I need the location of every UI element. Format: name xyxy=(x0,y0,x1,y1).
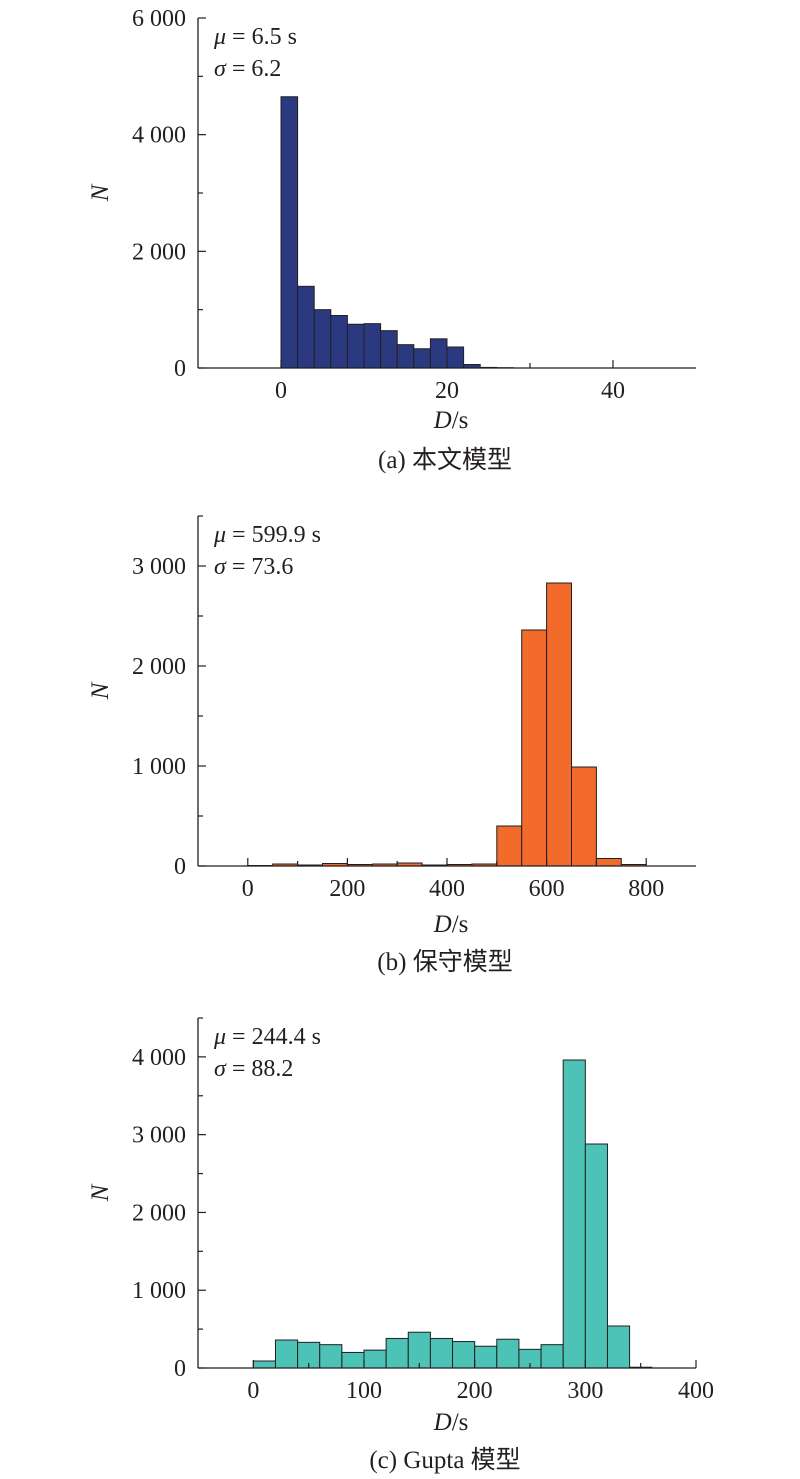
mu-value: = 6.5 s xyxy=(226,24,297,50)
y-tick-label: 1 000 xyxy=(132,1278,186,1304)
bar xyxy=(429,1337,454,1369)
x-axis-title: D/s xyxy=(433,1409,469,1436)
bar xyxy=(413,348,431,369)
bar xyxy=(446,346,465,369)
x-tick-label: 800 xyxy=(628,876,664,902)
sigma-value: = 73.6 xyxy=(226,554,294,580)
x-tick-label: 200 xyxy=(457,1378,493,1404)
x-axis-symbol: D xyxy=(433,407,452,434)
y-tick-label: 3 000 xyxy=(132,1123,186,1149)
y-tick-label: 6 000 xyxy=(132,6,186,32)
bar xyxy=(385,1337,409,1369)
y-tick-label: 2 000 xyxy=(132,1200,186,1226)
bar xyxy=(452,1341,476,1369)
bar xyxy=(363,1349,387,1369)
x-axis-unit: /s xyxy=(452,1409,469,1436)
bar xyxy=(380,330,398,369)
bar xyxy=(346,323,365,369)
bars-b xyxy=(247,582,647,867)
bar xyxy=(396,344,415,369)
mu-annotation: μ = 599.9 s xyxy=(213,522,321,548)
bar xyxy=(280,96,299,369)
bar xyxy=(496,825,523,867)
sigma-value: = 88.2 xyxy=(226,1056,294,1082)
bar xyxy=(571,766,597,867)
mu-symbol: μ xyxy=(213,24,226,50)
x-tick-label: 400 xyxy=(678,1378,714,1404)
bar xyxy=(474,1345,498,1369)
x-axis-symbol: D xyxy=(433,911,452,938)
y-tick-label: 3 000 xyxy=(132,554,186,580)
x-tick-label: 0 xyxy=(275,378,287,404)
y-tick-label: 2 000 xyxy=(132,239,186,265)
y-tick-label: 0 xyxy=(174,1356,186,1382)
bar xyxy=(584,1143,608,1369)
x-tick-label: 0 xyxy=(242,876,254,902)
mu-symbol: μ xyxy=(213,522,226,548)
y-tick-label: 4 000 xyxy=(132,123,186,149)
mu-value: = 244.4 s xyxy=(226,1024,321,1050)
sigma-symbol: σ xyxy=(214,1056,227,1082)
bar xyxy=(562,1059,586,1369)
x-axis-unit: /s xyxy=(452,911,469,938)
bar xyxy=(595,858,622,867)
sigma-symbol: σ xyxy=(214,554,227,580)
x-axis-symbol: D xyxy=(433,1409,452,1436)
sigma-annotation: σ = 88.2 xyxy=(214,1056,293,1082)
x-tick-label: 600 xyxy=(529,876,565,902)
x-axis-title: D/s xyxy=(433,911,469,938)
panel-caption: (b) 保守模型 xyxy=(377,948,512,976)
x-tick-label: 300 xyxy=(567,1378,603,1404)
x-tick-label: 20 xyxy=(435,378,459,404)
bar xyxy=(330,315,348,369)
y-tick-label: 0 xyxy=(174,356,186,382)
y-tick-label: 0 xyxy=(174,854,186,880)
x-tick-label: 400 xyxy=(429,876,465,902)
x-tick-label: 100 xyxy=(346,1378,382,1404)
sigma-annotation: σ = 73.6 xyxy=(214,554,293,580)
bar xyxy=(252,1360,276,1369)
sigma-symbol: σ xyxy=(214,56,227,82)
bar xyxy=(546,582,572,867)
bar xyxy=(429,338,448,369)
bar xyxy=(297,285,315,369)
chart-panel-a: 0 2 000 4 000 6 000 0 20 40 D/s Nμ = 6.5 s σ = 6.… xyxy=(87,6,696,474)
bar xyxy=(606,1325,631,1369)
mu-annotation: μ = 6.5 s xyxy=(213,24,297,50)
y-tick-label: 4 000 xyxy=(132,1045,186,1071)
panel-caption: (c) Gupta 模型 xyxy=(369,1446,520,1474)
chart-panel-c: 0 1 000 2 000 3 000 4 000 0 100 200 300 400 D/s Nμ … xyxy=(87,1017,714,1474)
bar xyxy=(319,1344,343,1369)
y-tick-label: 1 000 xyxy=(132,754,186,780)
y-axis-title: N xyxy=(87,681,114,700)
mu-value: = 599.9 s xyxy=(226,522,321,548)
chart-panel-b: 0 1 000 2 000 3 000 0 200 400 600 800 D/s Nμ = 599… xyxy=(87,515,696,976)
bars-a xyxy=(280,96,514,369)
bar xyxy=(363,323,382,369)
mu-symbol: μ xyxy=(213,1024,226,1050)
y-tick-label: 2 000 xyxy=(132,654,186,680)
bars-c xyxy=(252,1059,653,1369)
bar xyxy=(341,1351,365,1369)
sigma-annotation: σ = 6.2 xyxy=(214,56,281,82)
bar xyxy=(496,1338,520,1369)
x-axis-title: D/s xyxy=(433,407,469,434)
x-axis-unit: /s xyxy=(452,407,469,434)
panel-caption: (a) 本文模型 xyxy=(378,446,512,474)
mu-annotation: μ = 244.4 s xyxy=(213,1024,321,1050)
bar xyxy=(540,1344,564,1369)
bar xyxy=(521,629,548,867)
bar xyxy=(407,1331,431,1369)
bar xyxy=(274,1339,299,1369)
sigma-value: = 6.2 xyxy=(226,56,282,82)
bar xyxy=(313,309,332,369)
x-tick-label: 200 xyxy=(329,876,365,902)
x-tick-label: 0 xyxy=(247,1378,259,1404)
y-axis-title: N xyxy=(87,183,114,202)
x-tick-label: 40 xyxy=(601,378,625,404)
y-axis-title: N xyxy=(87,1183,114,1202)
